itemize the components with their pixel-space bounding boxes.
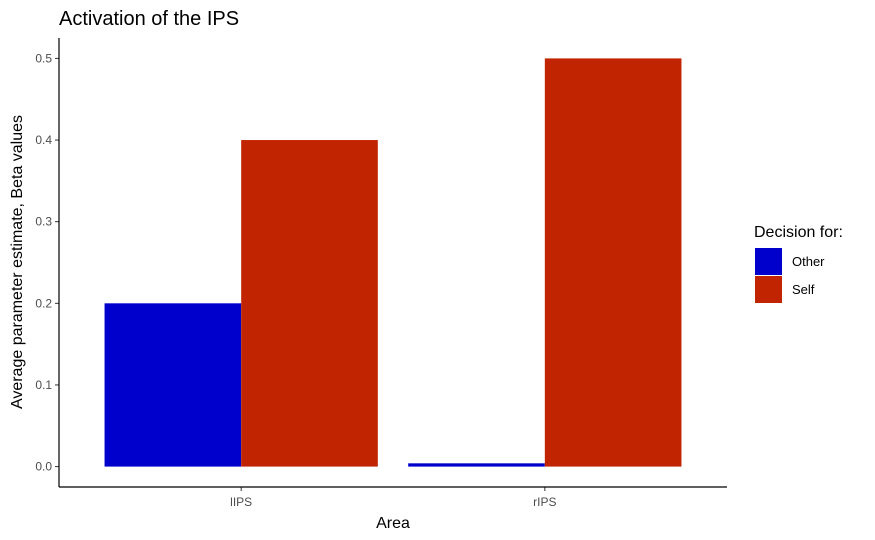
y-tick-label: 0.3 — [35, 215, 52, 229]
y-tick-label: 0.5 — [35, 51, 52, 65]
bar-lips-self — [241, 140, 378, 467]
legend-swatch-other — [755, 248, 782, 275]
y-axis-label: Average parameter estimate, Beta values — [9, 115, 26, 409]
x-tick-label: rIPS — [533, 495, 556, 509]
legend-title: Decision for: — [754, 224, 843, 241]
legend-swatch-self — [755, 276, 782, 303]
bars-group — [104, 58, 682, 467]
y-axis-ticks: 0.0 0.1 0.2 0.3 0.4 0.5 — [35, 51, 59, 474]
y-tick-label: 0.0 — [35, 460, 52, 474]
x-tick-label: lIPS — [230, 495, 252, 509]
legend: Decision for: Other Self — [754, 224, 843, 303]
y-tick-label: 0.4 — [35, 133, 52, 147]
bar-rips-self — [544, 58, 682, 467]
bar-lips-other — [104, 303, 242, 467]
legend-label-other: Other — [792, 254, 825, 269]
x-axis-ticks: lIPS rIPS — [230, 487, 556, 509]
legend-label-self: Self — [792, 282, 815, 297]
chart-title: Activation of the IPS — [59, 8, 239, 30]
x-axis-label: Area — [376, 515, 410, 532]
bar-rips-other — [408, 463, 545, 467]
y-tick-label: 0.2 — [35, 296, 52, 310]
y-tick-label: 0.1 — [35, 378, 52, 392]
